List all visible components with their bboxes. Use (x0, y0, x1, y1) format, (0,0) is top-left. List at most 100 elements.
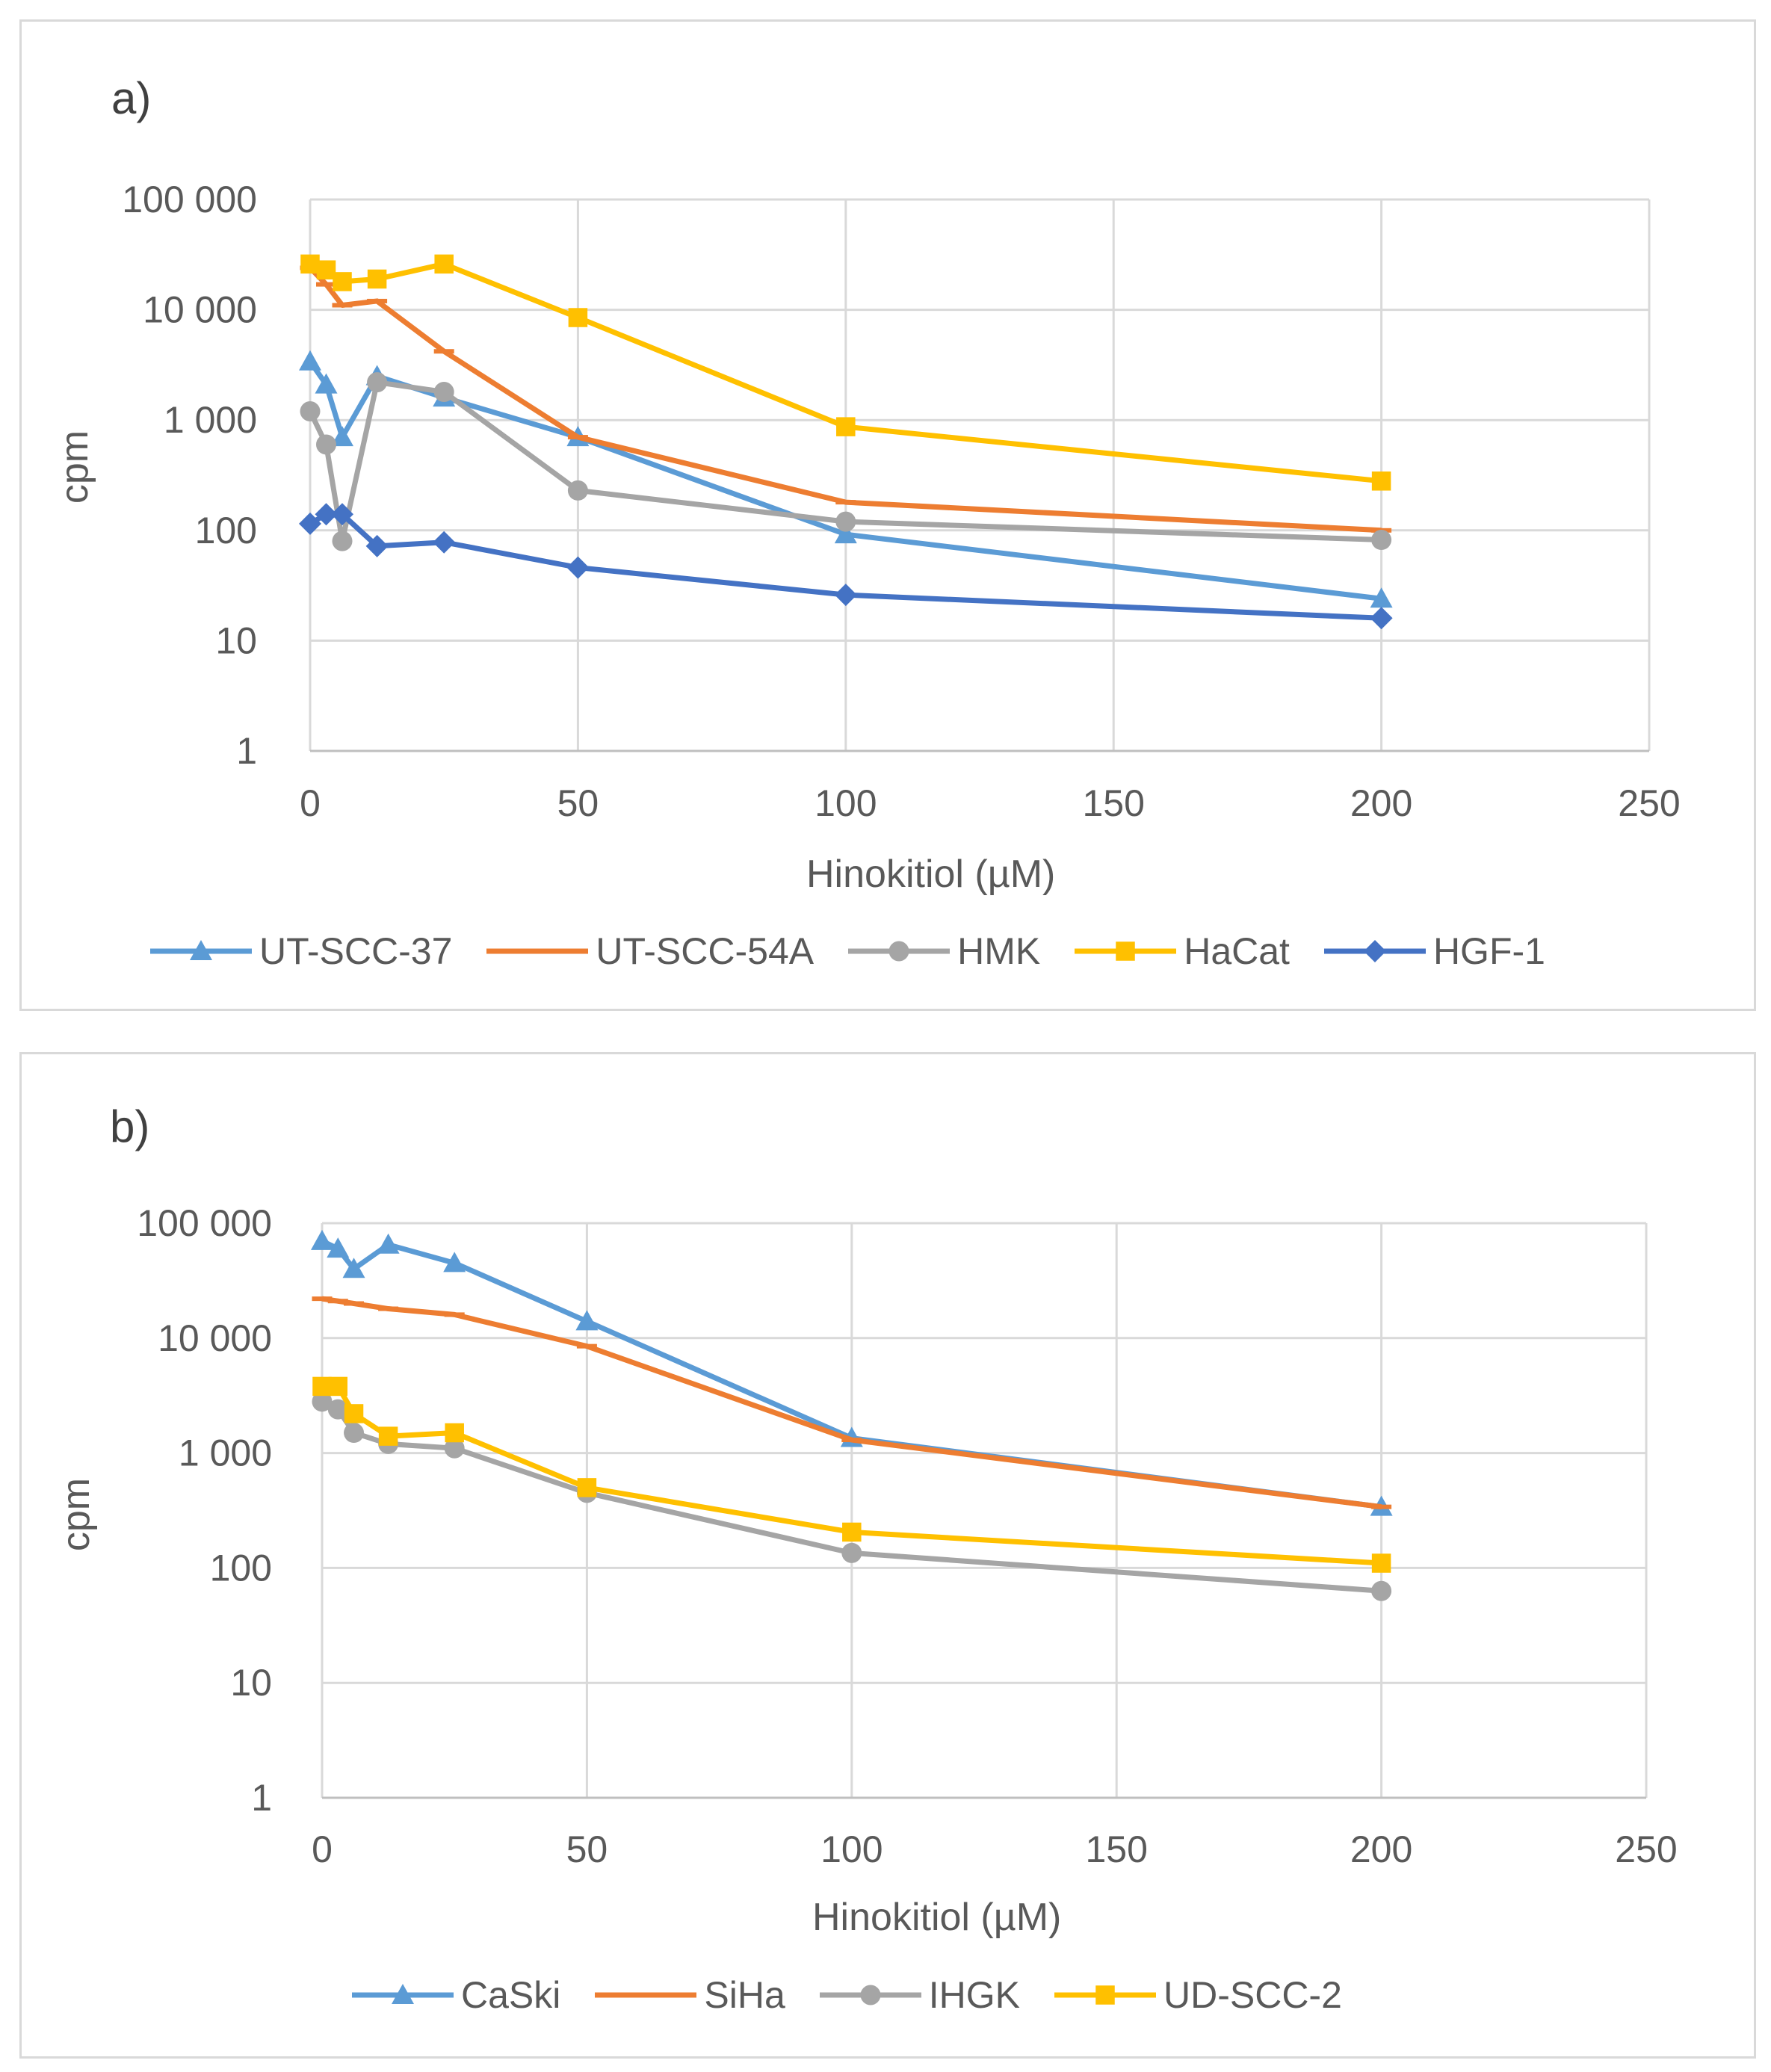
legend-label: HGF-1 (1432, 930, 1545, 972)
legend-item: IHGK (818, 1973, 1020, 2017)
data-point (434, 254, 454, 274)
data-point (568, 308, 588, 327)
legend-item: HaCat (1073, 930, 1290, 973)
y-tick-label: 100 000 (122, 179, 257, 220)
legend-swatch (819, 1985, 921, 2005)
data-point (576, 1343, 597, 1349)
data-point (367, 298, 388, 303)
legend-label: HaCat (1184, 930, 1290, 972)
x-tick-label: 200 (1350, 1828, 1412, 1870)
legend-item: SiHa (593, 1973, 785, 2017)
x-axis-title: Hinokitiol (µM) (812, 1896, 1062, 1939)
data-point (344, 1301, 365, 1306)
legend-label: SiHa (704, 1974, 785, 2016)
panel-label: a) (111, 73, 152, 123)
legend-swatch (1054, 1985, 1156, 2005)
plot-area-b: 1 10 100 1 000 10 000 100 000 0 50 100 150 200 250 (137, 1202, 1677, 1870)
data-point (344, 1404, 364, 1423)
legend-swatch (486, 948, 589, 954)
data-point (1371, 1504, 1392, 1509)
series-hacat (300, 254, 1391, 491)
series-hmk (300, 372, 1392, 551)
data-point (443, 1252, 466, 1272)
data-point (433, 349, 454, 354)
data-point (567, 435, 588, 440)
data-point (1370, 607, 1393, 630)
data-point (378, 1426, 398, 1446)
data-point (327, 1299, 348, 1304)
y-tick-label: 1 (236, 730, 257, 772)
x-tick-label: 200 (1350, 782, 1412, 824)
data-point (316, 260, 336, 279)
data-point (342, 1258, 365, 1278)
legend-label: IHGK (928, 1974, 1020, 2016)
data-point (444, 1438, 465, 1459)
data-point (836, 417, 856, 436)
y-tick-label: 100 000 (137, 1202, 272, 1244)
data-point (367, 269, 387, 289)
data-point (842, 1522, 862, 1542)
legend-swatch (1075, 941, 1177, 961)
series-hgf-1 (299, 503, 1393, 630)
x-tick-label: 150 (1085, 1828, 1147, 1870)
x-tick-label: 0 (312, 1828, 333, 1870)
y-tick-label: 10 (230, 1662, 272, 1704)
y-tick-label: 10 000 (143, 289, 257, 331)
data-point (315, 503, 338, 526)
x-tick-label: 250 (1618, 782, 1680, 824)
legend-swatch (1323, 940, 1426, 962)
gridlines (321, 1222, 1648, 1799)
x-tick-label: 150 (1082, 782, 1144, 824)
y-axis-title: cpm (53, 430, 97, 504)
plot-area-a: 1 10 100 1 000 10 000 100 000 0 50 100 150 200 250 (122, 179, 1680, 824)
data-point (312, 1391, 333, 1412)
data-point (577, 1478, 597, 1497)
series-ud-scc-2 (312, 1376, 1391, 1573)
data-point (1371, 530, 1392, 551)
y-tick-label: 10 000 (158, 1317, 272, 1359)
data-point (378, 1306, 399, 1311)
legend-item: HMK (847, 930, 1040, 973)
data-point (365, 534, 389, 557)
x-tick-label: 0 (300, 782, 321, 824)
data-point (841, 1542, 862, 1563)
data-point (332, 531, 353, 551)
data-point (433, 531, 456, 554)
legend-item: UD-SCC-2 (1053, 1973, 1342, 2017)
legend-b: CaSki SiHa IHGK UD-SCC-2 (350, 1973, 1342, 2017)
y-tick-label: 100 (210, 1547, 272, 1589)
x-tick-label: 50 (566, 1828, 608, 1870)
data-point (315, 373, 338, 394)
legend-a: UT-SCC-37 UT-SCC-54A HMK HaCat HGF-1 (149, 930, 1545, 973)
data-point (328, 1376, 348, 1397)
data-point (1371, 471, 1391, 491)
legend-item: HGF-1 (1323, 930, 1545, 973)
legend-swatch (848, 941, 951, 962)
legend-label: HMK (957, 930, 1041, 972)
data-point (834, 584, 857, 607)
chart-panel-a: a) 1 10 100 1 000 10 000 100 000 0 50 100 150 200 2… (19, 19, 1756, 1011)
data-point (377, 1233, 400, 1254)
legend-item: UT-SCC-37 (149, 930, 452, 973)
data-point (311, 1229, 333, 1250)
legend-item: CaSki (350, 1973, 560, 2017)
data-point (1370, 587, 1393, 608)
series-line (307, 380, 1382, 544)
data-point (567, 480, 588, 501)
data-point (835, 500, 856, 505)
data-point (835, 511, 856, 532)
data-point (333, 272, 352, 291)
legend-item: UT-SCC-54A (485, 930, 814, 973)
data-point (332, 303, 353, 308)
data-point (445, 1423, 464, 1443)
legend-label: CaSki (461, 1974, 561, 2016)
y-tick-label: 10 (215, 619, 257, 661)
x-tick-label: 250 (1615, 1828, 1677, 1870)
legend-swatch (595, 1992, 697, 1998)
data-point (327, 1399, 348, 1420)
data-point (300, 401, 321, 422)
y-tick-label: 1 000 (179, 1432, 272, 1474)
data-point (300, 254, 320, 274)
y-tick-label: 1 000 (164, 399, 257, 441)
data-point (331, 503, 354, 526)
